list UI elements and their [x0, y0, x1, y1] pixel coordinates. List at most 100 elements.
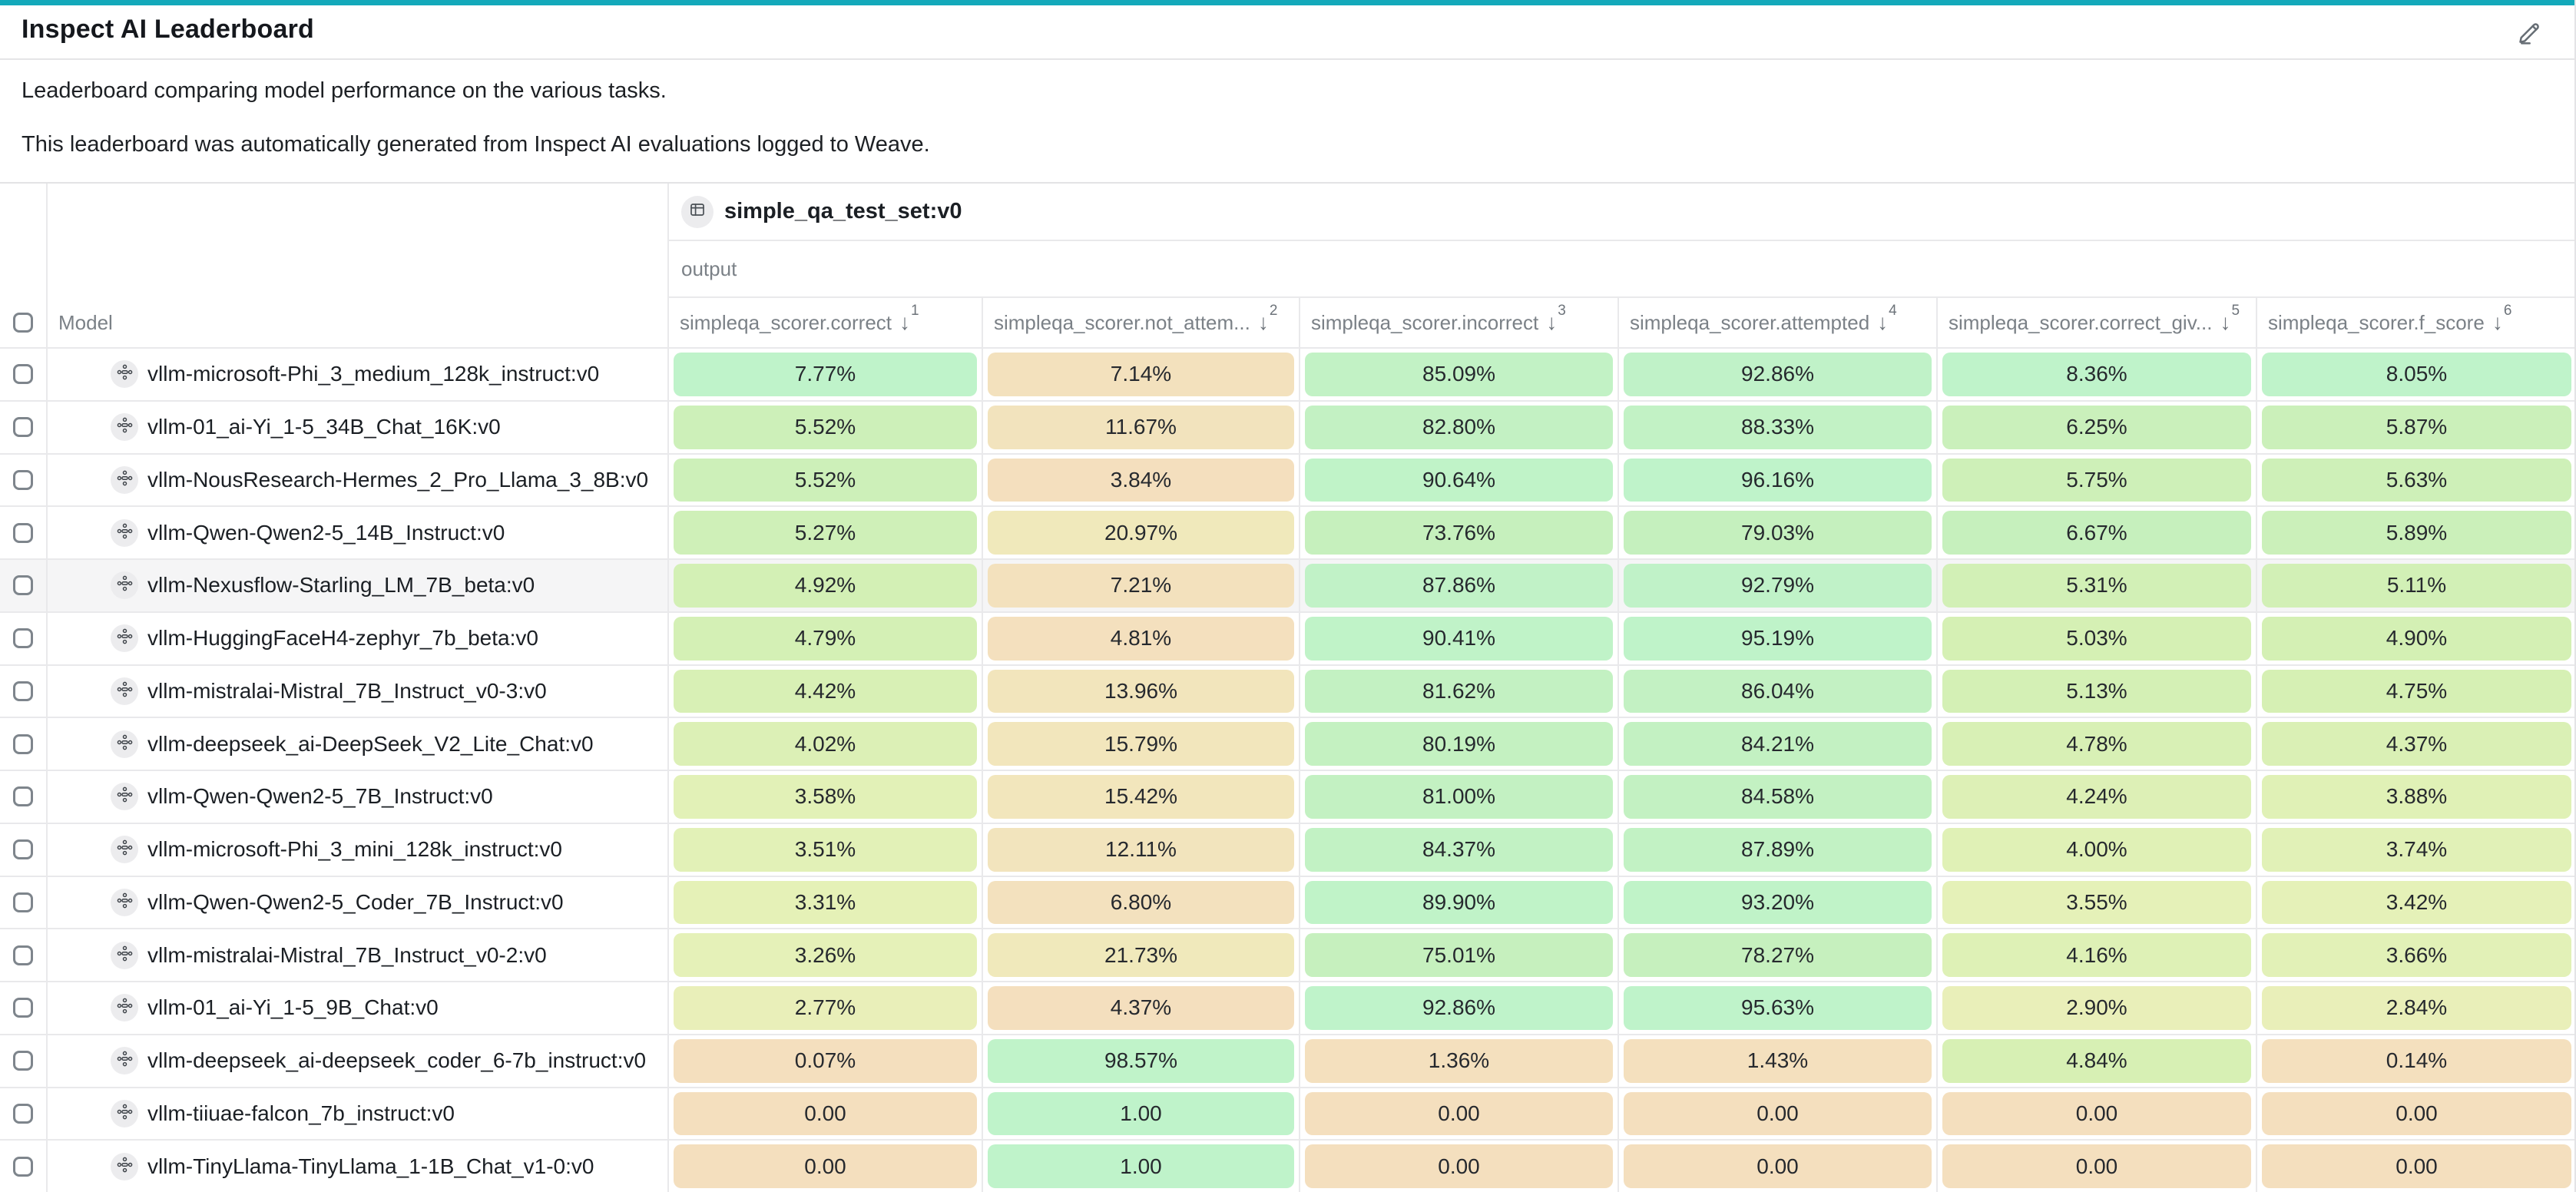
- model-cell[interactable]: vllm-01_ai-Yi_1-5_9B_Chat:v0: [48, 982, 667, 1035]
- score-pill[interactable]: 20.97%: [988, 511, 1294, 555]
- score-pill[interactable]: 80.19%: [1305, 722, 1613, 766]
- score-pill[interactable]: 3.31%: [674, 880, 977, 925]
- sort-indicator[interactable]: ↓ 5: [2220, 303, 2240, 333]
- model-cell[interactable]: vllm-01_ai-Yi_1-5_34B_Chat_16K:v0: [48, 402, 667, 455]
- score-pill[interactable]: 87.89%: [1624, 827, 1932, 872]
- score-pill[interactable]: 5.63%: [2262, 458, 2571, 502]
- row-checkbox[interactable]: [13, 680, 33, 701]
- score-pill[interactable]: 0.00: [1942, 1144, 2251, 1188]
- score-pill[interactable]: 84.37%: [1305, 827, 1613, 872]
- score-pill[interactable]: 85.09%: [1305, 353, 1613, 396]
- score-pill[interactable]: 96.16%: [1624, 458, 1932, 502]
- score-pill[interactable]: 15.79%: [988, 722, 1294, 766]
- model-column-header[interactable]: Model: [48, 298, 667, 349]
- score-pill[interactable]: 98.57%: [988, 1038, 1294, 1083]
- score-pill[interactable]: 84.21%: [1624, 722, 1932, 766]
- score-pill[interactable]: 3.74%: [2262, 827, 2571, 872]
- row-checkbox[interactable]: [13, 628, 33, 649]
- model-cell[interactable]: vllm-TinyLlama-TinyLlama_1-1B_Chat_v1-0:…: [48, 1141, 667, 1192]
- score-column-header[interactable]: simpleqa_scorer.correct ↓ 1: [667, 298, 982, 349]
- score-pill[interactable]: 93.20%: [1624, 880, 1932, 925]
- score-pill[interactable]: 5.27%: [674, 511, 977, 555]
- score-pill[interactable]: 81.00%: [1305, 775, 1613, 819]
- model-cell[interactable]: vllm-HuggingFaceH4-zephyr_7b_beta:v0: [48, 613, 667, 666]
- score-pill[interactable]: 78.27%: [1624, 933, 1932, 977]
- score-column-header[interactable]: simpleqa_scorer.correct_giv... ↓ 5: [1936, 298, 2256, 349]
- score-pill[interactable]: 3.88%: [2262, 775, 2571, 819]
- score-pill[interactable]: 5.52%: [674, 458, 977, 502]
- row-checkbox[interactable]: [13, 575, 33, 596]
- score-pill[interactable]: 0.14%: [2262, 1038, 2571, 1083]
- score-pill[interactable]: 84.58%: [1624, 775, 1932, 819]
- score-pill[interactable]: 4.90%: [2262, 616, 2571, 661]
- score-pill[interactable]: 15.42%: [988, 775, 1294, 819]
- model-cell[interactable]: vllm-microsoft-Phi_3_medium_128k_instruc…: [48, 349, 667, 402]
- score-pill[interactable]: 92.86%: [1624, 353, 1932, 396]
- model-cell[interactable]: vllm-Qwen-Qwen2-5_Coder_7B_Instruct:v0: [48, 877, 667, 930]
- sort-indicator[interactable]: ↓ 3: [1546, 303, 1566, 333]
- score-pill[interactable]: 2.90%: [1942, 986, 2251, 1030]
- score-pill[interactable]: 6.67%: [1942, 511, 2251, 555]
- model-cell[interactable]: vllm-Qwen-Qwen2-5_14B_Instruct:v0: [48, 507, 667, 560]
- score-pill[interactable]: 6.80%: [988, 880, 1294, 925]
- score-pill[interactable]: 1.36%: [1305, 1038, 1613, 1083]
- select-all-checkbox[interactable]: [13, 313, 33, 333]
- score-pill[interactable]: 3.66%: [2262, 933, 2571, 977]
- score-pill[interactable]: 5.03%: [1942, 616, 2251, 661]
- score-pill[interactable]: 88.33%: [1624, 405, 1932, 449]
- score-pill[interactable]: 2.84%: [2262, 986, 2571, 1030]
- score-pill[interactable]: 3.55%: [1942, 880, 2251, 925]
- score-pill[interactable]: 0.00: [1624, 1144, 1932, 1188]
- row-checkbox[interactable]: [13, 998, 33, 1018]
- score-pill[interactable]: 1.00: [988, 1091, 1294, 1136]
- score-pill[interactable]: 8.05%: [2262, 353, 2571, 396]
- row-checkbox[interactable]: [13, 1103, 33, 1124]
- score-column-header[interactable]: simpleqa_scorer.incorrect ↓ 3: [1299, 298, 1617, 349]
- score-pill[interactable]: 4.92%: [674, 564, 977, 608]
- score-pill[interactable]: 4.00%: [1942, 827, 2251, 872]
- row-checkbox[interactable]: [13, 469, 33, 490]
- score-pill[interactable]: 92.86%: [1305, 986, 1613, 1030]
- score-pill[interactable]: 4.02%: [674, 722, 977, 766]
- score-pill[interactable]: 81.62%: [1305, 669, 1613, 714]
- sort-indicator[interactable]: ↓ 2: [1258, 303, 1278, 333]
- score-pill[interactable]: 13.96%: [988, 669, 1294, 714]
- score-pill[interactable]: 1.00: [988, 1144, 1294, 1188]
- score-pill[interactable]: 4.84%: [1942, 1038, 2251, 1083]
- row-checkbox[interactable]: [13, 1156, 33, 1177]
- score-pill[interactable]: 5.75%: [1942, 458, 2251, 502]
- score-pill[interactable]: 90.64%: [1305, 458, 1613, 502]
- model-cell[interactable]: vllm-NousResearch-Hermes_2_Pro_Llama_3_8…: [48, 455, 667, 508]
- score-pill[interactable]: 3.58%: [674, 775, 977, 819]
- score-pill[interactable]: 0.00: [1942, 1091, 2251, 1136]
- score-pill[interactable]: 8.36%: [1942, 353, 2251, 396]
- model-cell[interactable]: vllm-Nexusflow-Starling_LM_7B_beta:v0: [48, 560, 667, 613]
- row-checkbox[interactable]: [13, 364, 33, 385]
- score-pill[interactable]: 87.86%: [1305, 564, 1613, 608]
- row-checkbox[interactable]: [13, 1051, 33, 1071]
- score-pill[interactable]: 4.37%: [2262, 722, 2571, 766]
- dataset-header-cell[interactable]: simple_qa_test_set:v0: [667, 184, 2574, 241]
- score-pill[interactable]: 5.87%: [2262, 405, 2571, 449]
- score-pill[interactable]: 7.21%: [988, 564, 1294, 608]
- score-pill[interactable]: 0.00: [674, 1091, 977, 1136]
- sort-indicator[interactable]: ↓ 6: [2492, 303, 2512, 333]
- score-pill[interactable]: 89.90%: [1305, 880, 1613, 925]
- row-checkbox[interactable]: [13, 786, 33, 807]
- model-cell[interactable]: vllm-microsoft-Phi_3_mini_128k_instruct:…: [48, 824, 667, 877]
- score-pill[interactable]: 95.19%: [1624, 616, 1932, 661]
- score-pill[interactable]: 92.79%: [1624, 564, 1932, 608]
- model-cell[interactable]: vllm-mistralai-Mistral_7B_Instruct_v0-3:…: [48, 666, 667, 719]
- score-pill[interactable]: 4.79%: [674, 616, 977, 661]
- row-checkbox[interactable]: [13, 733, 33, 754]
- edit-button[interactable]: [2513, 16, 2547, 50]
- row-checkbox[interactable]: [13, 945, 33, 965]
- score-pill[interactable]: 1.43%: [1624, 1038, 1932, 1083]
- row-checkbox[interactable]: [13, 522, 33, 543]
- score-pill[interactable]: 7.14%: [988, 353, 1294, 396]
- score-pill[interactable]: 5.11%: [2262, 564, 2571, 608]
- score-pill[interactable]: 4.42%: [674, 669, 977, 714]
- score-pill[interactable]: 11.67%: [988, 405, 1294, 449]
- score-pill[interactable]: 0.00: [2262, 1144, 2571, 1188]
- score-pill[interactable]: 95.63%: [1624, 986, 1932, 1030]
